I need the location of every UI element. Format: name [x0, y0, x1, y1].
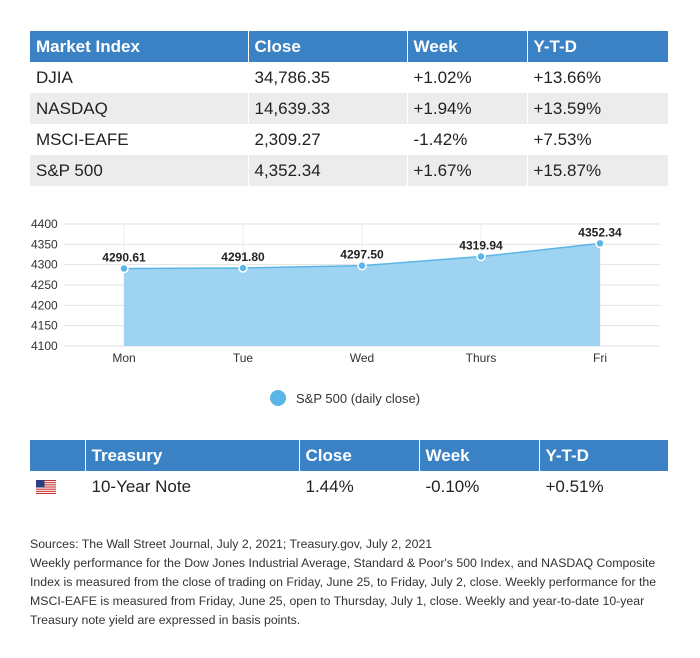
cell-close: 1.44%	[299, 471, 420, 502]
header-market-index: Market Index	[30, 31, 249, 62]
treasury-table-header: Treasury Close Week Y-T-D	[30, 440, 668, 471]
y-tick-label: 4200	[31, 298, 58, 312]
header-close: Close	[299, 440, 420, 471]
point-layer	[119, 238, 605, 274]
table-row: S&P 500 4,352.34 +1.67% +15.87%	[30, 155, 668, 186]
table-row: NASDAQ 14,639.33 +1.94% +13.59%	[30, 93, 668, 124]
cell-ytd: +7.53%	[527, 124, 668, 155]
legend-label: S&P 500 (daily close)	[296, 390, 421, 406]
y-tick-label: 4350	[31, 237, 58, 251]
data-label: 4352.34	[578, 225, 622, 239]
y-tick-label: 4250	[31, 278, 58, 292]
cell-index: NASDAQ	[30, 93, 249, 124]
table-row: 10-Year Note 1.44% -0.10% +0.51%	[30, 471, 668, 502]
header-close: Close	[248, 31, 408, 62]
y-tick-label: 4150	[31, 319, 58, 333]
table-row: DJIA 34,786.35 +1.02% +13.66%	[30, 62, 668, 93]
sources-text: Sources: The Wall Street Journal, July 2…	[30, 537, 433, 551]
cell-ytd: +13.66%	[527, 62, 668, 93]
legend-swatch-icon	[270, 390, 286, 406]
data-point	[476, 251, 486, 262]
data-label: 4297.50	[340, 248, 384, 262]
x-tick-label: Tue	[233, 351, 254, 365]
y-tick-label: 4300	[31, 258, 58, 272]
cell-treasury: 10-Year Note	[85, 471, 300, 502]
treasury-table: Treasury Close Week Y-T-D 10-	[30, 440, 668, 502]
cell-week: +1.02%	[407, 62, 528, 93]
cell-week: -0.10%	[419, 471, 540, 502]
market-table-header: Market Index Close Week Y-T-D	[30, 31, 668, 62]
cell-close: 34,786.35	[248, 62, 408, 93]
data-point	[238, 263, 248, 273]
methodology-text: Weekly performance for the Dow Jones Ind…	[30, 556, 657, 627]
data-label: 4290.61	[102, 250, 146, 264]
data-label-layer: 4290.61 4291.80 4297.50 4319.94 4352.34	[102, 225, 622, 264]
data-point	[595, 238, 605, 249]
us-flag-icon	[36, 479, 56, 494]
cell-week: -1.42%	[407, 124, 528, 155]
cell-ytd: +13.59%	[527, 93, 668, 124]
x-tick-label: Fri	[593, 351, 607, 365]
cell-ytd: +15.87%	[527, 155, 668, 186]
data-point	[357, 260, 367, 271]
header-treasury: Treasury	[85, 440, 300, 471]
header-week: Week	[419, 440, 540, 471]
x-tick-label: Wed	[350, 351, 374, 365]
header-ytd: Y-T-D	[527, 31, 668, 62]
x-tick-label: Mon	[112, 351, 135, 365]
header-ytd: Y-T-D	[539, 440, 668, 471]
y-axis-ticks: 4100 4150 4200 4250 4300 4350 4400	[31, 217, 58, 353]
header-flag	[30, 440, 86, 471]
cell-flag	[30, 471, 86, 502]
cell-week: +1.94%	[407, 93, 528, 124]
market-index-table: Market Index Close Week Y-T-D DJIA 34,78…	[30, 31, 668, 186]
cell-ytd: +0.51%	[545, 476, 604, 496]
table-row: MSCI-EAFE 2,309.27 -1.42% +7.53%	[30, 124, 668, 155]
y-tick-label: 4100	[31, 339, 58, 353]
cell-index: S&P 500	[30, 155, 249, 186]
cell-index: MSCI-EAFE	[30, 124, 249, 155]
y-tick-label: 4400	[31, 217, 58, 231]
data-label: 4319.94	[459, 239, 503, 253]
x-tick-label: Thurs	[466, 351, 497, 365]
chart-legend: S&P 500 (daily close)	[270, 390, 420, 406]
footnotes: Sources: The Wall Street Journal, July 2…	[30, 535, 675, 630]
cell-close: 4,352.34	[248, 155, 408, 186]
cell-close: 2,309.27	[248, 124, 408, 155]
x-axis-ticks: Mon Tue Wed Thurs Fri	[112, 351, 607, 365]
cell-index: DJIA	[30, 62, 249, 93]
sp500-area-chart: 4100 4150 4200 4250 4300 4350 4400 4290.61 4291…	[31, 217, 660, 365]
cell-close: 14,639.33	[248, 93, 408, 124]
cell-week: +1.67%	[407, 155, 528, 186]
data-label: 4291.80	[221, 250, 265, 264]
data-point	[119, 263, 129, 274]
header-week: Week	[407, 31, 528, 62]
